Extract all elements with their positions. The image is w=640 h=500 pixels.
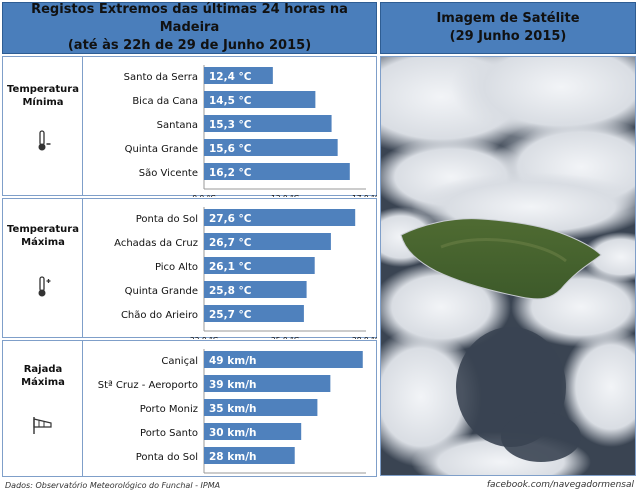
bar xyxy=(204,257,315,274)
category-label: São Vicente xyxy=(139,168,198,179)
data-label: 28 km/h xyxy=(209,451,257,463)
data-label: 16,2 °C xyxy=(209,167,252,179)
panel-label-line2: Máxima xyxy=(21,237,65,248)
category-label: Quinta Grande xyxy=(125,144,198,155)
category-label: Bica da Cana xyxy=(132,96,198,107)
bar xyxy=(204,233,331,250)
min-temperature-chart: Santo da Serra 12,4 °C Bica da Cana 14,5 °C… xyxy=(124,65,380,203)
satellite-image xyxy=(380,56,636,476)
data-label: 14,5 °C xyxy=(209,95,252,107)
windsock-icon xyxy=(31,415,55,439)
bar xyxy=(204,163,350,180)
category-label: Santo da Serra xyxy=(124,72,198,83)
panel-min-temperature: Temperatura Mínima Santo da Serra 12,4 °C… xyxy=(2,56,380,203)
data-label: 25,7 °C xyxy=(209,309,252,321)
bar xyxy=(204,399,318,416)
category-label: Ponta do Sol xyxy=(136,452,198,463)
tick-label: 22,0 °C xyxy=(190,336,218,339)
data-label: 25,8 °C xyxy=(209,285,252,297)
satellite-title: Imagem de Satélite xyxy=(436,11,580,26)
category-label: Chão do Arieiro xyxy=(121,310,198,321)
data-label: 15,6 °C xyxy=(209,143,252,155)
right-header: Imagem de Satélite (29 Junho 2015) xyxy=(380,2,636,54)
panel-label-gust: Rajada Máxima xyxy=(3,341,83,476)
tick-label: 25,0 °C xyxy=(271,336,299,339)
panel-label-line1: Temperatura xyxy=(7,224,79,235)
data-label: 49 km/h xyxy=(209,355,257,367)
bar xyxy=(204,139,338,156)
bar xyxy=(204,91,316,108)
bar xyxy=(204,209,356,226)
tick-label: 28,0 °C xyxy=(352,336,377,339)
panel-label-max: Temperatura Máxima xyxy=(3,199,83,337)
panel-label-line2: Mínima xyxy=(22,97,64,108)
category-label: Pico Alto xyxy=(155,262,198,273)
panel-label-line1: Rajada xyxy=(23,364,63,375)
bar xyxy=(204,305,304,322)
category-label: Porto Moniz xyxy=(140,404,198,415)
bar xyxy=(204,375,331,392)
bar xyxy=(204,351,363,368)
credit-link[interactable]: facebook.com/navegadormensal xyxy=(486,480,634,490)
data-label: 12,4 °C xyxy=(209,71,252,83)
category-label: Caniçal xyxy=(161,356,198,367)
bar xyxy=(204,423,302,440)
left-header: Registos Extremos das últimas 24 horas n… xyxy=(2,2,377,54)
max-temperature-chart: Ponta do Sol 27,6 °C Achadas da Cruz 26,7 °… xyxy=(114,207,380,345)
bar xyxy=(204,281,307,298)
bar xyxy=(204,115,332,132)
bar xyxy=(204,447,295,464)
tick-label: 9,0 °C xyxy=(192,194,215,197)
satellite-date: (29 Junho 2015) xyxy=(449,29,567,44)
data-source: Dados: Observatório Meteorológico do Fun… xyxy=(5,481,221,490)
category-label: Ponta do Sol xyxy=(136,214,198,225)
panel-max-gust: Rajada Máxima Caniçal 49 km/h Stª Cruz - A… xyxy=(2,340,382,487)
category-label: Santana xyxy=(157,120,198,131)
data-label: 27,6 °C xyxy=(209,213,252,225)
data-label: 35 km/h xyxy=(209,403,257,415)
infographic: Registos Extremos das últimas 24 horas n… xyxy=(2,2,636,487)
panel-label-min: Temperatura Mínima xyxy=(3,57,83,195)
header-subtitle: (até às 22h de 29 de Junho 2015) xyxy=(67,38,312,53)
tick-label: 13,0 °C xyxy=(271,194,299,197)
panel-label-line2: Máxima xyxy=(21,377,65,388)
header-title: Registos Extremos das últimas 24 horas n… xyxy=(31,2,348,35)
data-label: 39 km/h xyxy=(209,379,257,391)
max-gust-chart: Caniçal 49 km/h Stª Cruz - Aeroporto 39 km/… xyxy=(98,349,382,487)
bar xyxy=(204,67,273,84)
data-label: 15,3 °C xyxy=(209,119,252,131)
data-label: 30 km/h xyxy=(209,427,257,439)
category-label: Achadas da Cruz xyxy=(114,238,198,249)
category-label: Stª Cruz - Aeroporto xyxy=(98,380,198,391)
thermometer-minus-icon xyxy=(35,129,53,153)
data-label: 26,1 °C xyxy=(209,261,252,273)
panel-label-line1: Temperatura xyxy=(7,84,79,95)
category-label: Porto Santo xyxy=(140,428,198,439)
category-label: Quinta Grande xyxy=(125,286,198,297)
tick-label: 17,0 °C xyxy=(352,194,377,197)
data-label: 26,7 °C xyxy=(209,237,252,249)
thermometer-plus-icon xyxy=(35,275,53,299)
panel-max-temperature: Temperatura Máxima Ponta do Sol 27,6 °C Ac… xyxy=(2,198,380,345)
